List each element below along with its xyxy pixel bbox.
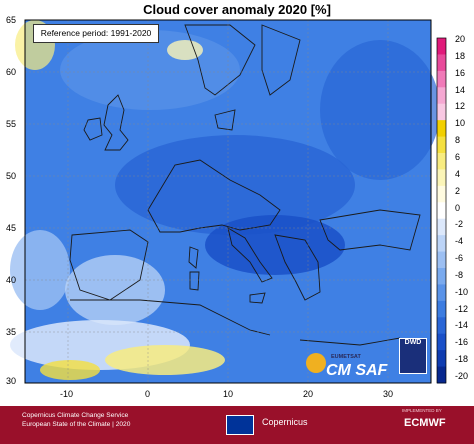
anomaly-zone-italy-balkans (205, 215, 345, 275)
coastlines (69, 24, 421, 346)
graticule (25, 20, 431, 383)
implemented-by-label: IMPLEMENTED BY (402, 408, 442, 413)
positive-zone-sahara (105, 345, 225, 375)
lon-label: -10 (60, 389, 74, 399)
lon-label: 0 (145, 389, 151, 399)
neutral-zone-iberia (65, 255, 165, 325)
anomaly-zone-east (320, 40, 440, 180)
colorbar-label: 6 (455, 151, 461, 162)
colorbar-label: 20 (455, 34, 466, 44)
colorbar-swatch (437, 136, 446, 154)
colorbar (437, 38, 446, 384)
lat-label: 35 (6, 327, 17, 337)
colorbar-label: -18 (455, 354, 469, 365)
lon-label: 10 (223, 389, 234, 399)
colorbar-swatch (437, 235, 446, 253)
dwd-logo-text: DWD (404, 339, 422, 346)
lon-label: 30 (383, 389, 394, 399)
colorbar-label: 10 (455, 118, 466, 129)
colorbar-swatch (437, 103, 446, 121)
footer-service-name: Copernicus Climate Change Service (22, 412, 129, 419)
lat-label: 55 (6, 119, 17, 129)
footer-report-name: European State of the Climate | 2020 (22, 421, 131, 428)
colorbar-swatch (437, 251, 446, 269)
colorbar-label: 14 (455, 84, 466, 95)
colorbar-swatch (437, 284, 446, 302)
colorbar-label: -6 (455, 253, 464, 264)
colorbar-swatch (437, 317, 446, 335)
colorbar-swatch (437, 300, 446, 318)
colorbar-label: 4 (455, 168, 461, 179)
colorbar-frame (436, 37, 447, 384)
copernicus-logo-text: Copernicus (262, 417, 308, 427)
colorbar-label: 8 (455, 135, 461, 146)
colorbar-label: -4 (455, 236, 464, 247)
colorbar-swatch (437, 153, 446, 170)
colorbar-swatch (437, 268, 446, 285)
colorbar-label: -14 (455, 320, 469, 331)
colorbar-label: -10 (455, 286, 469, 297)
colorbar-label: -20 (455, 371, 469, 381)
colorbar-swatch (437, 169, 446, 187)
colorbar-swatch (437, 38, 446, 55)
colorbar-swatch (437, 202, 446, 220)
lat-label: 30 (6, 376, 17, 386)
map-frame (24, 19, 432, 384)
dwd-logo: DWD (399, 338, 427, 374)
colorbar-swatch (437, 54, 446, 72)
colorbar-label: -12 (455, 303, 469, 314)
colorbar-label: 2 (455, 185, 461, 196)
cmsaf-logo-text: CM SAF (326, 362, 388, 379)
positive-zone-morocco (40, 360, 100, 380)
colorbar-swatch (437, 120, 446, 138)
colorbar-label: -2 (455, 219, 464, 230)
colorbar-swatch (437, 185, 446, 203)
colorbar-label: -16 (455, 337, 469, 348)
colorbar-swatch (437, 366, 446, 384)
neutral-zone-atlantic (10, 230, 70, 310)
ecmwf-logo-text: ECMWF (404, 417, 446, 429)
colorbar-label: 16 (455, 67, 466, 78)
reference-period-label: Reference period: 1991-2020 (33, 24, 159, 43)
map-title: Cloud cover anomaly 2020 [%] (143, 2, 331, 17)
colorbar-swatch (437, 70, 446, 88)
colorbar-label: -8 (455, 269, 464, 280)
eu-flag-icon (226, 415, 254, 435)
colorbar-swatch (437, 333, 446, 351)
lat-label: 60 (6, 67, 17, 77)
colorbar-swatch (437, 218, 446, 236)
colorbar-swatch (437, 350, 446, 368)
lon-label: 20 (303, 389, 314, 399)
anomaly-zone-central-europe (115, 135, 355, 235)
colorbar-label: 12 (455, 101, 466, 112)
lat-label: 65 (6, 15, 17, 25)
cmsaf-logo-mark (306, 353, 326, 373)
lat-label: 50 (6, 171, 17, 181)
colorbar-swatch (437, 87, 446, 105)
colorbar-label: 18 (455, 50, 466, 61)
lat-label: 40 (6, 275, 17, 285)
lat-label: 45 (6, 223, 17, 233)
eumetsat-logo-text: EUMETSAT (331, 354, 361, 360)
colorbar-label: 0 (455, 202, 461, 213)
positive-zone-norway-coast (167, 40, 203, 60)
